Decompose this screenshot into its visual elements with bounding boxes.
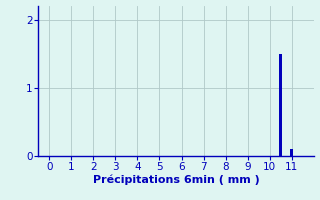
Bar	[290, 149, 293, 156]
X-axis label: Précipitations 6min ( mm ): Précipitations 6min ( mm )	[92, 174, 260, 185]
Bar	[279, 54, 282, 156]
